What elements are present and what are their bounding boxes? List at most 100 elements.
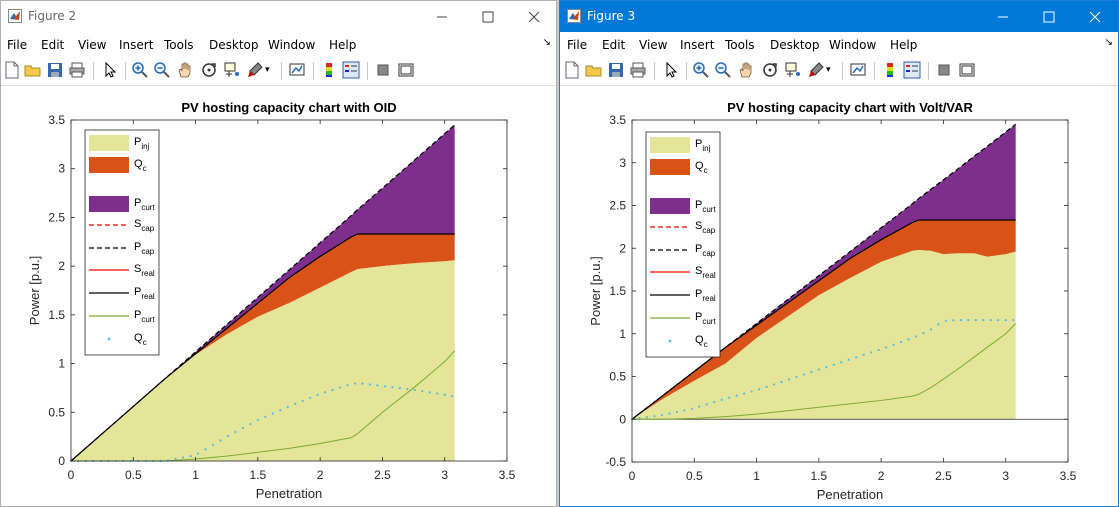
print-icon[interactable] bbox=[629, 61, 647, 79]
x-tick-label: 0 bbox=[68, 468, 75, 482]
new-figure-icon[interactable] bbox=[3, 61, 21, 79]
qc-point bbox=[885, 346, 888, 349]
pcurt-line bbox=[632, 323, 1017, 420]
y-tick-label: 1 bbox=[619, 327, 626, 341]
y-tick-label: 0.5 bbox=[48, 405, 65, 419]
qc-point bbox=[174, 457, 177, 460]
figure-window-2[interactable]: Figure 2 File Edit View Insert Tools Des… bbox=[0, 0, 557, 507]
menu-window[interactable]: Window bbox=[268, 38, 316, 52]
plot-axes[interactable]: 0 0.5 1 1.5 2 2.5 3 3.5-0.500.511.522.533.5PV h… bbox=[560, 86, 1119, 507]
menu-overflow-arrow-icon[interactable]: ↘ bbox=[542, 37, 551, 48]
qc-point bbox=[398, 387, 401, 390]
legend-label-base: P bbox=[695, 199, 702, 211]
x-tick-label: 0.5 bbox=[686, 469, 703, 483]
legend-swatch bbox=[89, 135, 129, 151]
title-bar[interactable]: Figure 2 bbox=[1, 1, 556, 32]
menu-desktop[interactable]: Desktop bbox=[770, 38, 820, 52]
qc-point bbox=[316, 393, 319, 396]
x-axis-label: Penetration bbox=[817, 487, 884, 502]
pan-hand-icon[interactable] bbox=[176, 61, 194, 79]
legend-label: Sreal bbox=[134, 263, 155, 278]
y-tick-label: 3.5 bbox=[48, 113, 65, 127]
open-file-icon[interactable] bbox=[585, 61, 603, 79]
qc-point bbox=[982, 318, 985, 322]
new-figure-icon[interactable] bbox=[563, 61, 581, 79]
menu-window[interactable]: Window bbox=[829, 38, 877, 52]
open-file-icon[interactable] bbox=[24, 61, 42, 79]
qc-point bbox=[787, 378, 791, 381]
y-tick-label: 1.5 bbox=[609, 284, 626, 298]
x-tick-label: 1.5 bbox=[250, 468, 267, 482]
insert-legend-icon[interactable] bbox=[903, 61, 921, 79]
rotate-3d-icon[interactable] bbox=[761, 61, 779, 79]
figure-window-3[interactable]: Figure 3 File Edit View Insert Tools Des… bbox=[559, 0, 1119, 507]
zoom-out-icon[interactable] bbox=[714, 61, 732, 79]
insert-legend-icon[interactable] bbox=[342, 61, 360, 79]
menu-overflow-arrow-icon[interactable]: ↘ bbox=[1104, 37, 1113, 48]
insert-colorbar-icon[interactable] bbox=[320, 61, 338, 79]
title-bar[interactable]: Figure 3 bbox=[560, 1, 1118, 32]
maximize-button[interactable] bbox=[1026, 1, 1072, 32]
legend-item-s-cap: Scap bbox=[650, 220, 716, 235]
menu-help[interactable]: Help bbox=[329, 38, 357, 52]
minimize-button[interactable] bbox=[980, 1, 1026, 32]
menu-view[interactable]: View bbox=[78, 38, 107, 52]
menu-tools[interactable]: Tools bbox=[725, 38, 755, 52]
legend-label-base: Q bbox=[134, 332, 143, 344]
qc-point bbox=[376, 384, 379, 387]
maximize-button[interactable] bbox=[465, 1, 511, 32]
edit-pointer-icon[interactable] bbox=[662, 61, 680, 79]
insert-colorbar-icon[interactable] bbox=[881, 61, 899, 79]
plot-axes[interactable]: 0 0.5 1 1.5 2 2.5 3 3.5 0 0.5 1 1.5 2 2.5 3 3.5 PV hosti… bbox=[1, 86, 557, 507]
brush-icon[interactable] bbox=[246, 61, 264, 79]
brush-dropdown-arrow-icon[interactable]: ▾ bbox=[265, 64, 270, 74]
close-button[interactable] bbox=[511, 1, 556, 32]
data-cursor-icon[interactable] bbox=[784, 61, 802, 79]
pan-hand-icon[interactable] bbox=[737, 61, 755, 79]
qc-point bbox=[1012, 318, 1015, 322]
link-plot-icon[interactable] bbox=[288, 61, 306, 79]
x-tick-label: 2.5 bbox=[935, 469, 952, 483]
menu-insert[interactable]: Insert bbox=[680, 38, 715, 52]
legend-item-p-curt: Pcurt bbox=[650, 198, 716, 214]
menu-tools[interactable]: Tools bbox=[164, 38, 194, 52]
legend-item-p-curt: Pcurt bbox=[89, 309, 155, 324]
hide-plot-tools-icon[interactable] bbox=[374, 61, 392, 79]
rotate-3d-icon[interactable] bbox=[200, 61, 218, 79]
menu-desktop[interactable]: Desktop bbox=[209, 38, 259, 52]
menu-file[interactable]: File bbox=[7, 38, 28, 52]
link-plot-icon[interactable] bbox=[849, 61, 867, 79]
y-tick-label: 1.5 bbox=[48, 308, 65, 322]
qc-point bbox=[241, 426, 245, 430]
menu-file[interactable]: File bbox=[567, 38, 588, 52]
hide-plot-tools-icon[interactable] bbox=[935, 61, 953, 79]
brush-icon[interactable] bbox=[807, 61, 825, 79]
y-tick-label: 0.5 bbox=[609, 370, 626, 384]
zoom-in-icon[interactable] bbox=[692, 61, 710, 79]
minimize-button[interactable] bbox=[419, 1, 465, 32]
menu-view[interactable]: View bbox=[639, 38, 668, 52]
zoom-out-icon[interactable] bbox=[153, 61, 171, 79]
edit-pointer-icon[interactable] bbox=[101, 61, 119, 79]
show-plot-tools-icon[interactable] bbox=[958, 61, 976, 79]
data-cursor-icon[interactable] bbox=[223, 61, 241, 79]
qc-point bbox=[182, 456, 185, 459]
brush-dropdown-arrow-icon[interactable]: ▾ bbox=[826, 64, 831, 74]
qc-point bbox=[391, 386, 394, 389]
menu-edit[interactable]: Edit bbox=[602, 38, 626, 52]
menu-edit[interactable]: Edit bbox=[41, 38, 65, 52]
qc-point bbox=[1004, 318, 1007, 322]
qc-point bbox=[428, 391, 431, 394]
show-plot-tools-icon[interactable] bbox=[397, 61, 415, 79]
close-button[interactable] bbox=[1072, 1, 1118, 32]
qc-point bbox=[907, 338, 910, 341]
zoom-in-icon[interactable] bbox=[131, 61, 149, 79]
save-icon[interactable] bbox=[46, 61, 64, 79]
save-icon[interactable] bbox=[607, 61, 625, 79]
print-icon[interactable] bbox=[68, 61, 86, 79]
legend-label: Pcap bbox=[695, 243, 716, 258]
y-tick-label: 0 bbox=[58, 454, 65, 468]
menu-help[interactable]: Help bbox=[890, 38, 918, 52]
qc-point bbox=[406, 387, 409, 391]
menu-insert[interactable]: Insert bbox=[119, 38, 154, 52]
